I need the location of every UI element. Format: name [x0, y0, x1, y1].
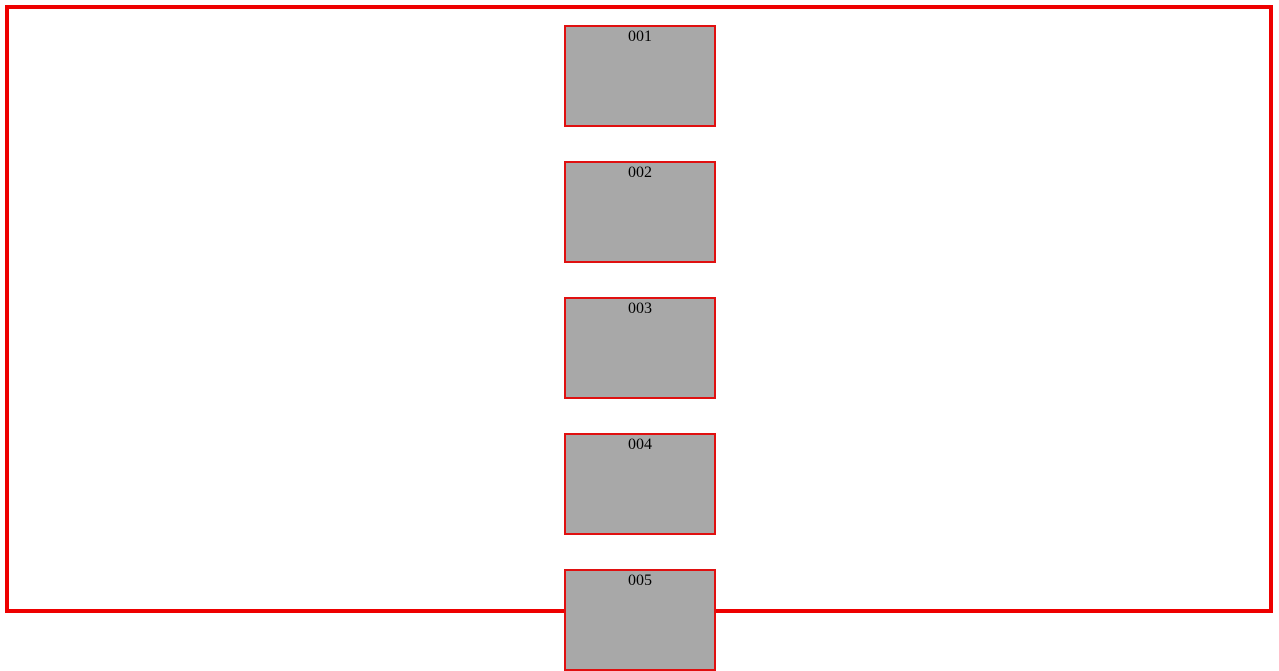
- box-label: 005: [628, 572, 652, 589]
- box-label: 003: [628, 300, 652, 317]
- outer-frame: 001 002 003 004 005: [5, 5, 1273, 671]
- box-004: 004: [564, 433, 716, 535]
- box-005: 005: [564, 569, 716, 671]
- box-003: 003: [564, 297, 716, 399]
- box-label: 004: [628, 436, 652, 453]
- box-001: 001: [564, 25, 716, 127]
- box-label: 001: [628, 28, 652, 45]
- box-002: 002: [564, 161, 716, 263]
- box-label: 002: [628, 164, 652, 181]
